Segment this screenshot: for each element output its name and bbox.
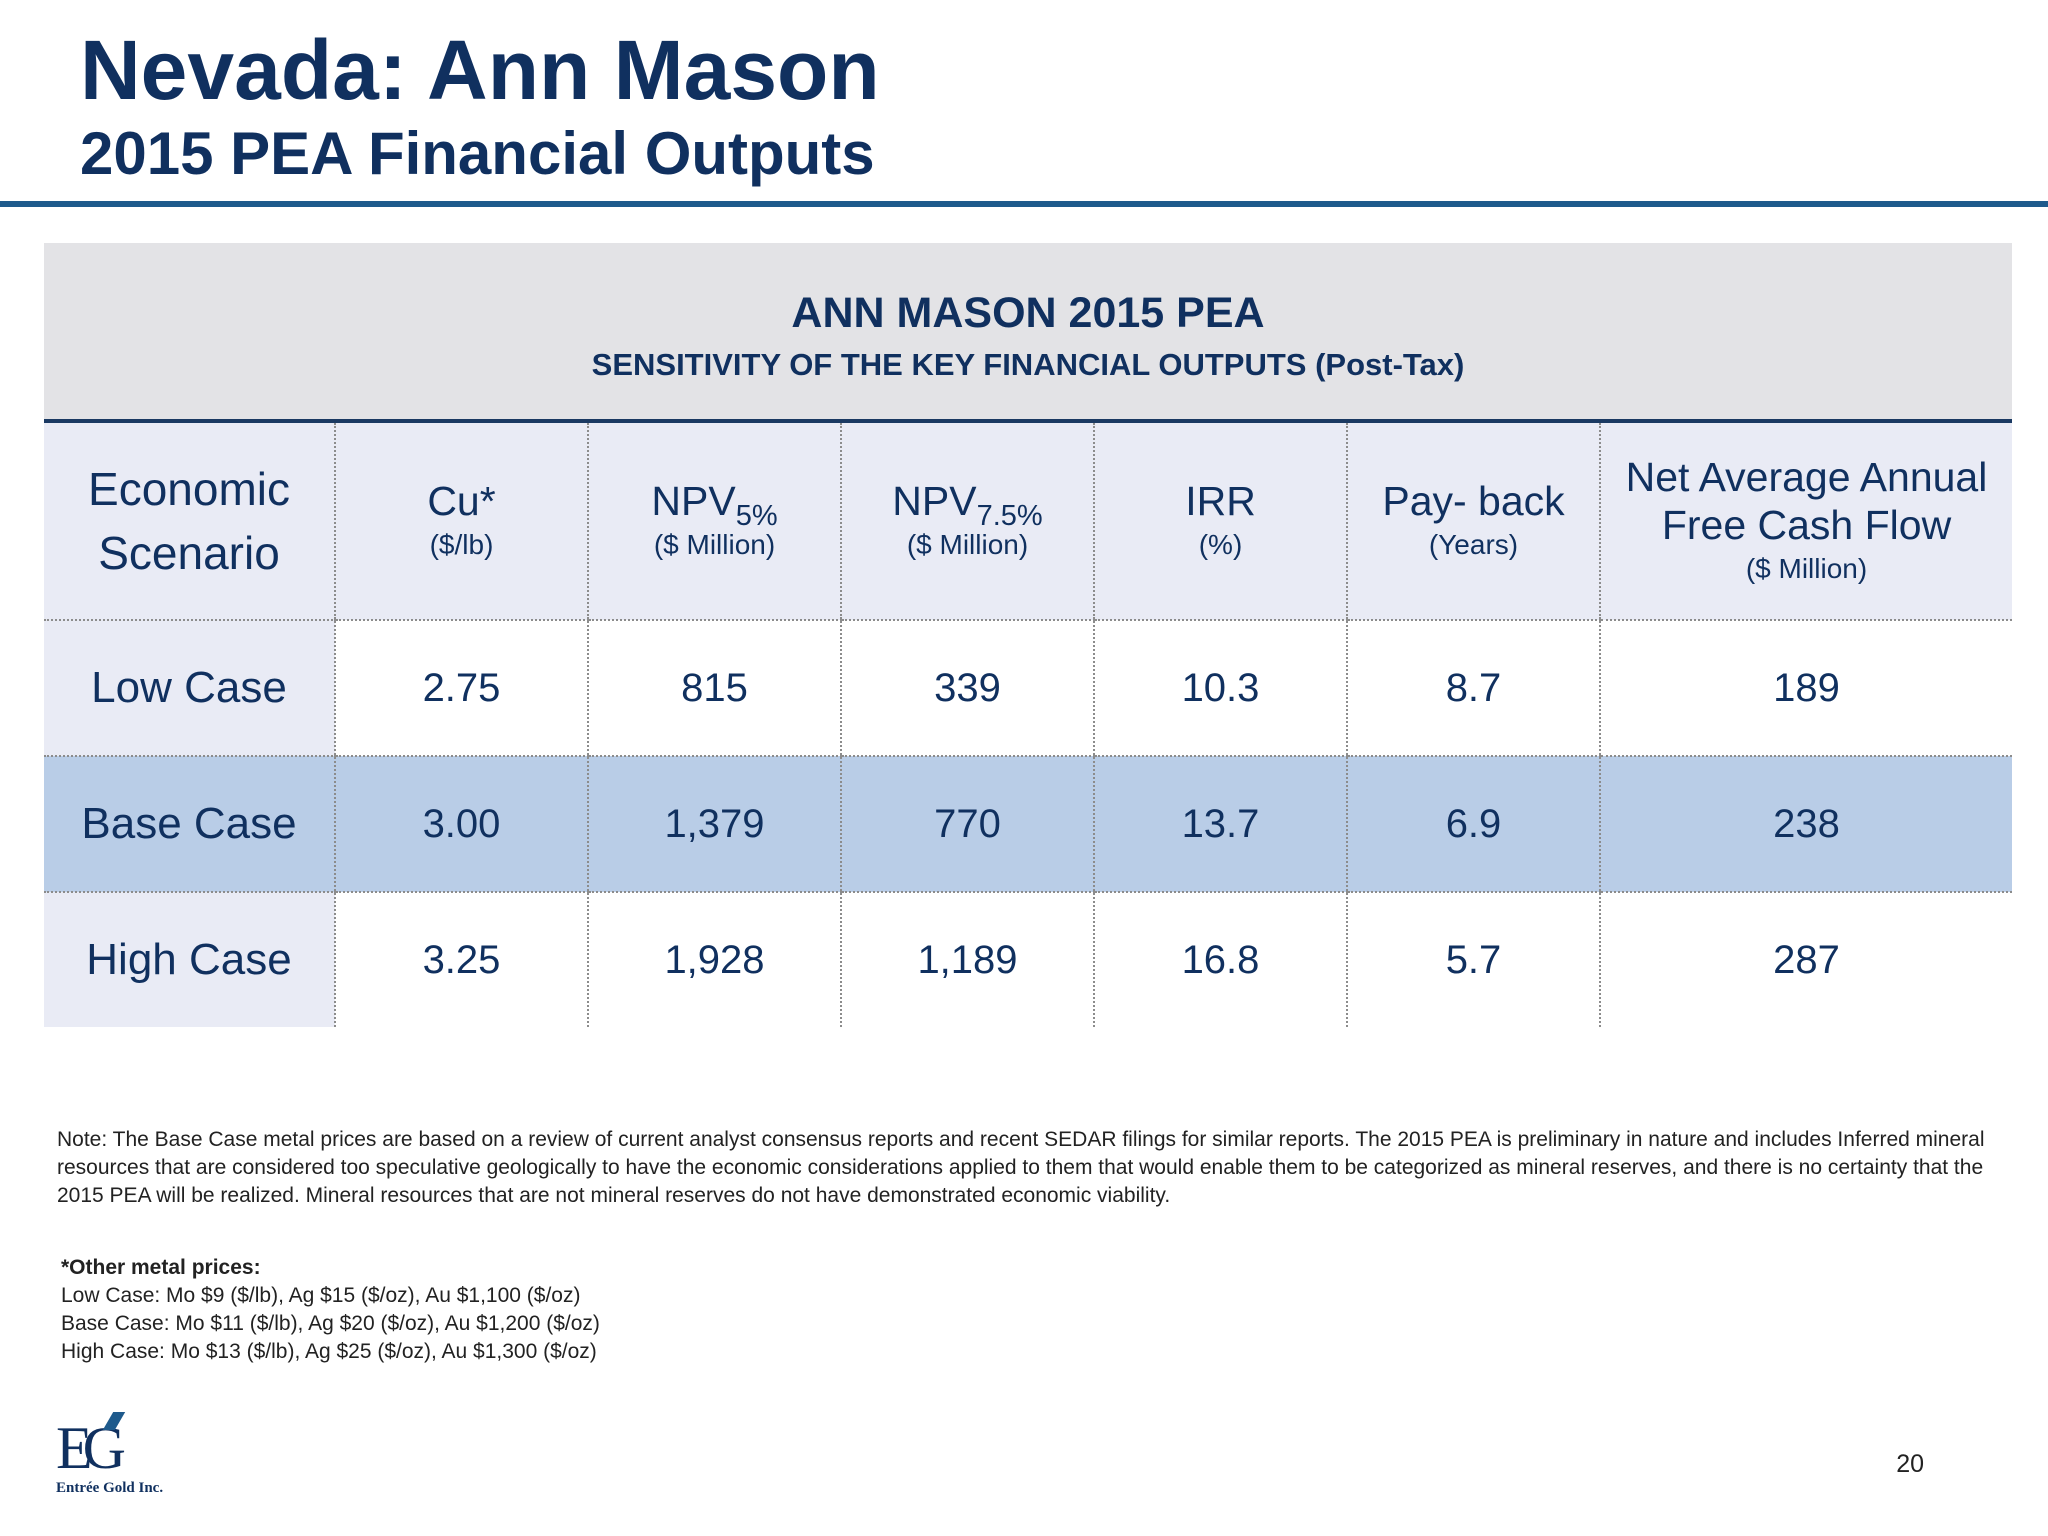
metal-prices-title: *Other metal prices:	[61, 1256, 261, 1279]
scenario-cell: High Case	[44, 892, 335, 1027]
col-header-npv75: NPV7.5% ($ Million)	[840, 423, 1094, 621]
col-header-fcf: Net Average Annual Free Cash Flow ($ Mil…	[1599, 423, 2012, 621]
npv5-cell: 1,379	[587, 756, 841, 893]
table-title: ANN MASON 2015 PEA	[791, 289, 1265, 337]
cu-cell: 3.00	[334, 756, 588, 893]
irr-cell: 10.3	[1093, 620, 1347, 757]
scenario-cell: Base Case	[44, 756, 335, 893]
table-row-low-case: Low Case 2.75 815 339 10.3 8.7 189	[44, 620, 2012, 757]
fcf-cell: 189	[1599, 620, 2012, 757]
col-header-scenario: Economic Scenario	[44, 423, 335, 621]
irr-cell: 13.7	[1093, 756, 1347, 893]
npv75-cell: 1,189	[840, 892, 1094, 1027]
col-header-npv5: NPV5% ($ Million)	[587, 423, 841, 621]
table-row-high-case: High Case 3.25 1,928 1,189 16.8 5.7 287	[44, 892, 2012, 1027]
table-row-base-case: Base Case 3.00 1,379 770 13.7 6.9 238	[44, 756, 2012, 893]
payback-cell: 5.7	[1346, 892, 1600, 1027]
table-header-band: ANN MASON 2015 PEA SENSITIVITY OF THE KE…	[44, 243, 2012, 423]
payback-cell: 6.9	[1346, 756, 1600, 893]
payback-cell: 8.7	[1346, 620, 1600, 757]
sensitivity-table: ANN MASON 2015 PEA SENSITIVITY OF THE KE…	[44, 243, 2012, 1027]
page-number: 20	[1896, 1450, 1924, 1478]
npv5-cell: 815	[587, 620, 841, 757]
column-header-row: Economic Scenario Cu* ($/lb) NPV5% ($ Mi…	[44, 423, 2012, 621]
cu-cell: 3.25	[334, 892, 588, 1027]
page-subtitle: 2015 PEA Financial Outputs	[80, 120, 875, 187]
col-header-irr: IRR (%)	[1093, 423, 1347, 621]
fcf-cell: 238	[1599, 756, 2012, 893]
company-logo: EG Entrée Gold Inc.	[56, 1412, 186, 1506]
metal-prices-low: Low Case: Mo $9 ($/lb), Ag $15 ($/oz), A…	[61, 1284, 581, 1307]
financial-outputs-table: Economic Scenario Cu* ($/lb) NPV5% ($ Mi…	[44, 423, 2012, 1027]
irr-cell: 16.8	[1093, 892, 1347, 1027]
col-header-cu: Cu* ($/lb)	[334, 423, 588, 621]
npv75-cell: 339	[840, 620, 1094, 757]
logo-company-name: Entrée Gold Inc.	[56, 1480, 164, 1496]
table-subtitle: SENSITIVITY OF THE KEY FINANCIAL OUTPUTS…	[591, 347, 1465, 382]
page-title: Nevada: Ann Mason	[80, 23, 880, 117]
fcf-cell: 287	[1599, 892, 2012, 1027]
scenario-cell: Low Case	[44, 620, 335, 757]
col-header-payback: Pay- back (Years)	[1346, 423, 1600, 621]
footnote-disclaimer: Note: The Base Case metal prices are bas…	[57, 1128, 1985, 1207]
logo-letters: EG	[56, 1415, 126, 1481]
npv5-cell: 1,928	[587, 892, 841, 1027]
title-divider	[0, 201, 2048, 207]
metal-prices-base: Base Case: Mo $11 ($/lb), Ag $20 ($/oz),…	[61, 1312, 600, 1335]
other-metal-prices: *Other metal prices: Low Case: Mo $9 ($/…	[61, 1254, 600, 1366]
metal-prices-high: High Case: Mo $13 ($/lb), Ag $25 ($/oz),…	[61, 1340, 597, 1363]
npv75-cell: 770	[840, 756, 1094, 893]
cu-cell: 2.75	[334, 620, 588, 757]
